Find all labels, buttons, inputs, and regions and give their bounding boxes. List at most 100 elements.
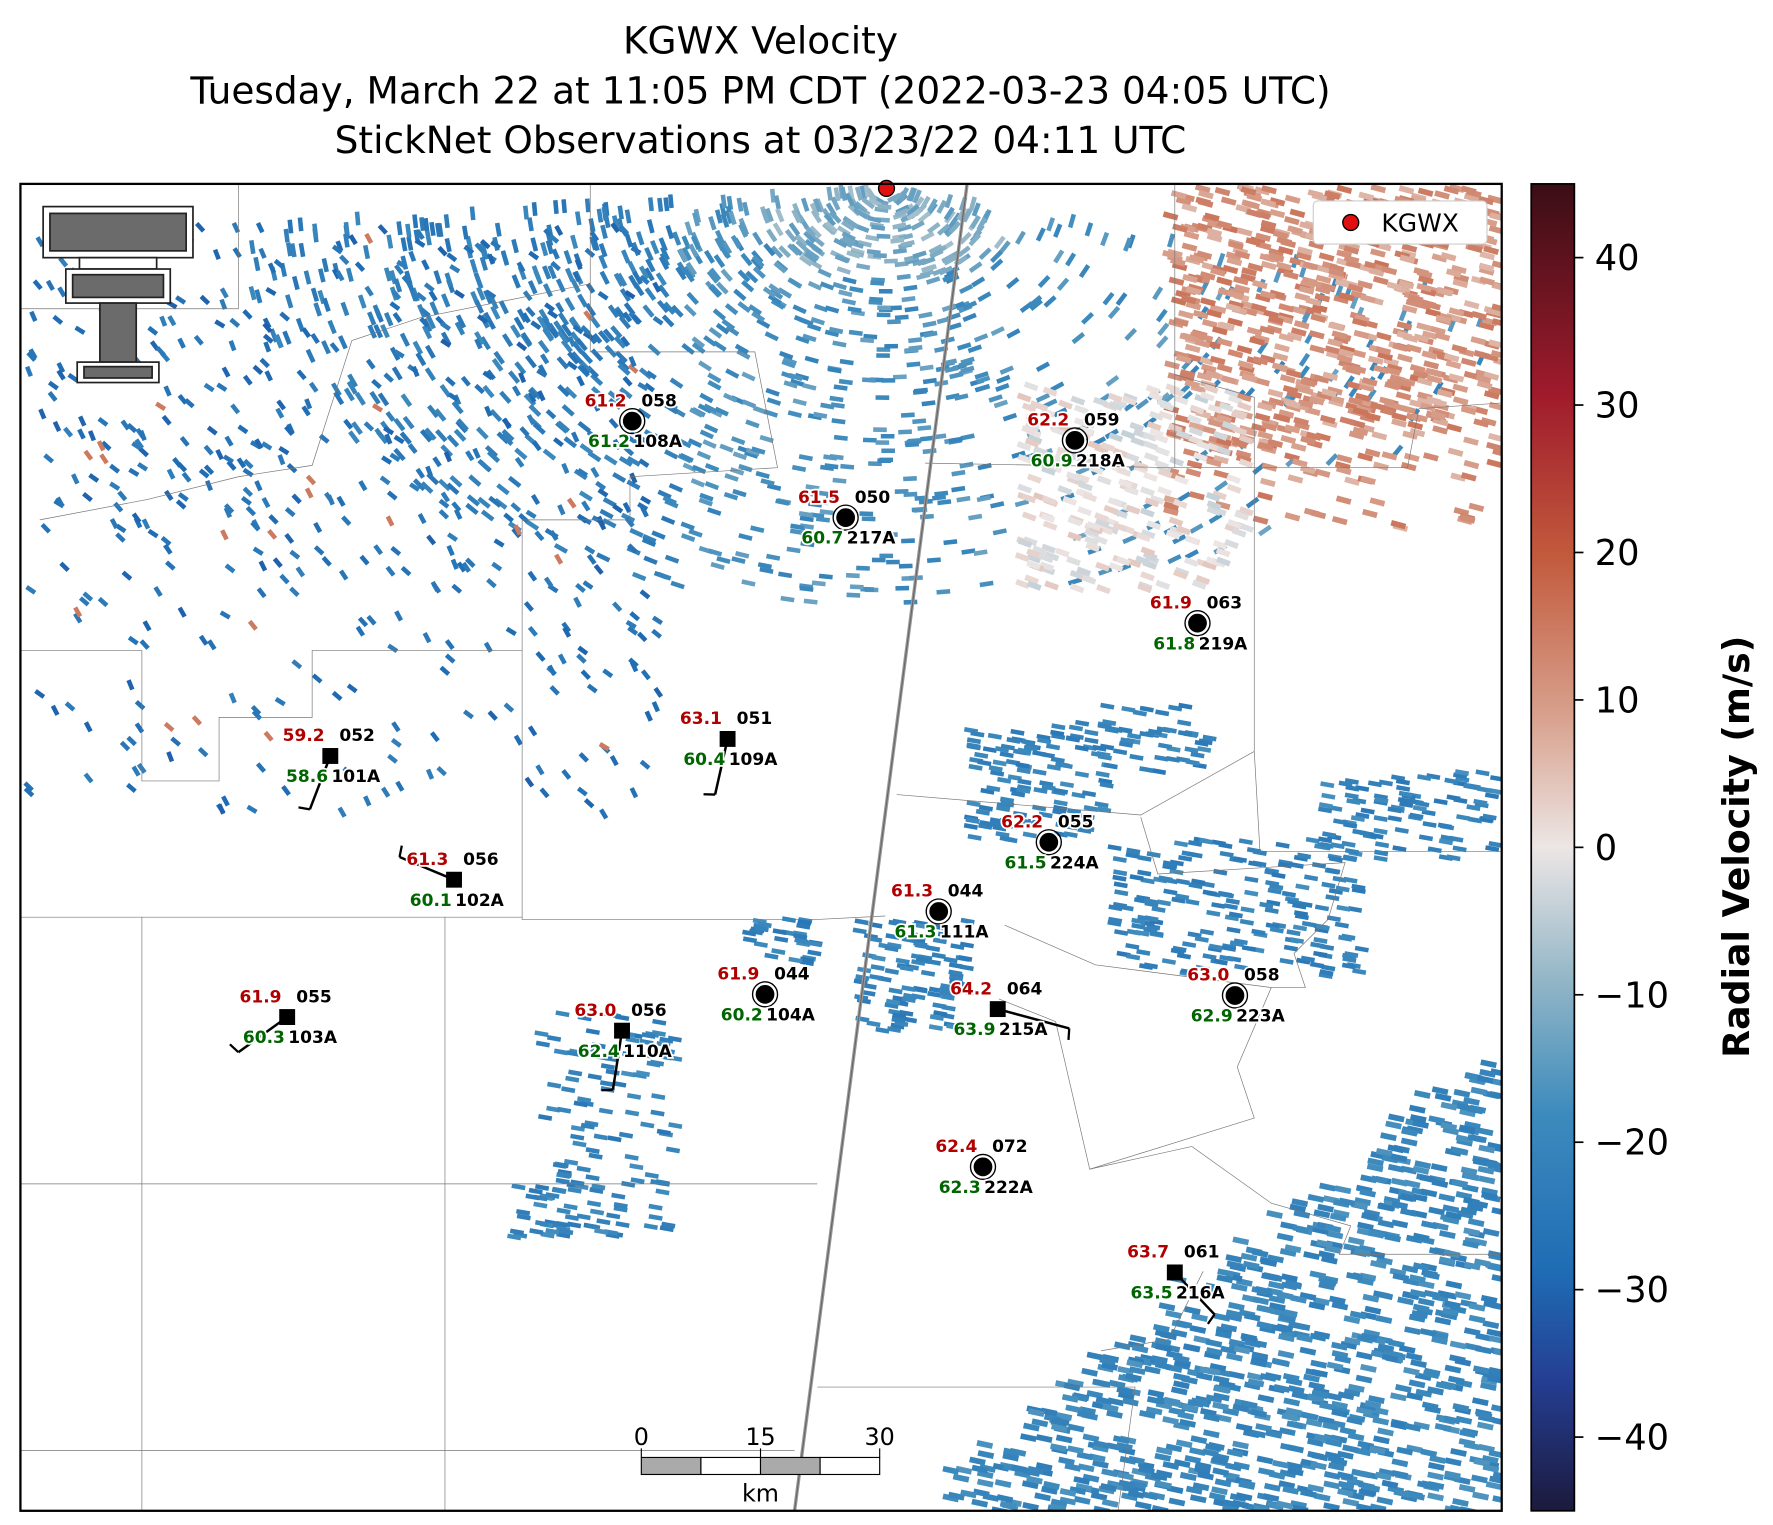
echo bbox=[1053, 249, 1065, 264]
echo bbox=[943, 255, 958, 266]
echo bbox=[791, 209, 802, 224]
echo bbox=[716, 556, 731, 565]
echo bbox=[878, 288, 893, 294]
echo bbox=[577, 420, 591, 433]
echo bbox=[474, 274, 484, 289]
station-id: 111A bbox=[940, 923, 990, 943]
echo bbox=[845, 572, 860, 579]
echo bbox=[990, 501, 1005, 509]
echo bbox=[537, 339, 550, 354]
echo bbox=[511, 274, 521, 289]
echo bbox=[599, 508, 614, 520]
echo bbox=[714, 229, 725, 245]
echo bbox=[510, 324, 522, 339]
echo bbox=[962, 312, 977, 323]
echo bbox=[918, 311, 933, 319]
echo bbox=[650, 240, 660, 255]
pressure: 044 bbox=[774, 965, 810, 985]
echo bbox=[367, 324, 378, 339]
echo bbox=[664, 403, 679, 415]
echo bbox=[681, 246, 693, 261]
echo bbox=[584, 198, 591, 213]
echo bbox=[704, 463, 720, 473]
dewpoint: 60.4 bbox=[683, 750, 725, 770]
echo bbox=[644, 246, 654, 262]
echo bbox=[873, 427, 887, 433]
echo bbox=[254, 289, 263, 304]
echo bbox=[737, 301, 752, 313]
echo bbox=[1043, 295, 1057, 308]
echo bbox=[580, 350, 594, 365]
echo bbox=[658, 237, 668, 252]
echo bbox=[922, 377, 937, 385]
echo bbox=[520, 332, 533, 346]
echo bbox=[767, 293, 782, 306]
echo bbox=[941, 252, 956, 264]
echo bbox=[723, 392, 738, 403]
dewpoint: 62.4 bbox=[578, 1042, 620, 1062]
echo bbox=[900, 412, 915, 418]
echo bbox=[865, 234, 880, 242]
echo bbox=[412, 340, 424, 355]
station-marker bbox=[989, 1001, 1006, 1018]
echo bbox=[444, 272, 454, 287]
echo bbox=[429, 301, 439, 316]
echo bbox=[461, 225, 469, 240]
echo bbox=[240, 496, 252, 506]
echo bbox=[665, 224, 675, 240]
echo bbox=[691, 464, 707, 475]
echo bbox=[367, 311, 377, 326]
echo bbox=[1124, 327, 1138, 341]
echo bbox=[834, 254, 850, 264]
station-marker bbox=[1166, 1264, 1183, 1281]
echo bbox=[877, 305, 891, 311]
echo bbox=[399, 332, 411, 347]
echo bbox=[926, 221, 941, 234]
scale-tick-label: 30 bbox=[865, 1423, 895, 1451]
echo bbox=[948, 220, 961, 234]
echo bbox=[1006, 276, 1020, 290]
scale-tick-label: 15 bbox=[745, 1423, 775, 1451]
pressure: 072 bbox=[992, 1137, 1028, 1157]
echo bbox=[553, 200, 559, 215]
station-marker bbox=[834, 506, 857, 529]
echo bbox=[999, 365, 1014, 375]
echo bbox=[567, 351, 580, 365]
station-marker bbox=[322, 748, 339, 764]
echo bbox=[655, 272, 667, 287]
scale-segment bbox=[640, 1456, 702, 1476]
echo bbox=[499, 390, 512, 404]
echo bbox=[1189, 523, 1204, 534]
echo bbox=[1035, 361, 1050, 373]
echo bbox=[787, 277, 802, 289]
echo bbox=[541, 316, 554, 331]
echo bbox=[616, 272, 628, 287]
echo bbox=[1056, 277, 1070, 291]
echo bbox=[604, 344, 618, 358]
echo bbox=[881, 448, 895, 454]
echo bbox=[916, 272, 931, 281]
subtitle: Tuesday, March 22 at 11:05 PM CDT (2022-… bbox=[189, 68, 1330, 112]
echo bbox=[828, 326, 844, 335]
echo bbox=[561, 323, 573, 338]
echo bbox=[291, 275, 300, 291]
echo bbox=[570, 234, 579, 250]
echo bbox=[881, 378, 896, 383]
echo bbox=[295, 317, 305, 333]
pressure: 064 bbox=[1007, 979, 1043, 999]
pressure: 058 bbox=[1244, 966, 1280, 986]
echo bbox=[690, 235, 701, 250]
echo bbox=[482, 384, 495, 399]
echo bbox=[724, 473, 739, 482]
echo bbox=[934, 490, 949, 497]
echo bbox=[708, 284, 722, 298]
echo bbox=[587, 450, 602, 463]
echo bbox=[976, 216, 988, 232]
pressure: 059 bbox=[1084, 411, 1120, 431]
echo bbox=[979, 580, 994, 588]
echo bbox=[421, 259, 430, 271]
echo bbox=[714, 209, 723, 224]
echo bbox=[766, 397, 782, 406]
echo bbox=[708, 216, 717, 231]
echo bbox=[598, 254, 608, 270]
